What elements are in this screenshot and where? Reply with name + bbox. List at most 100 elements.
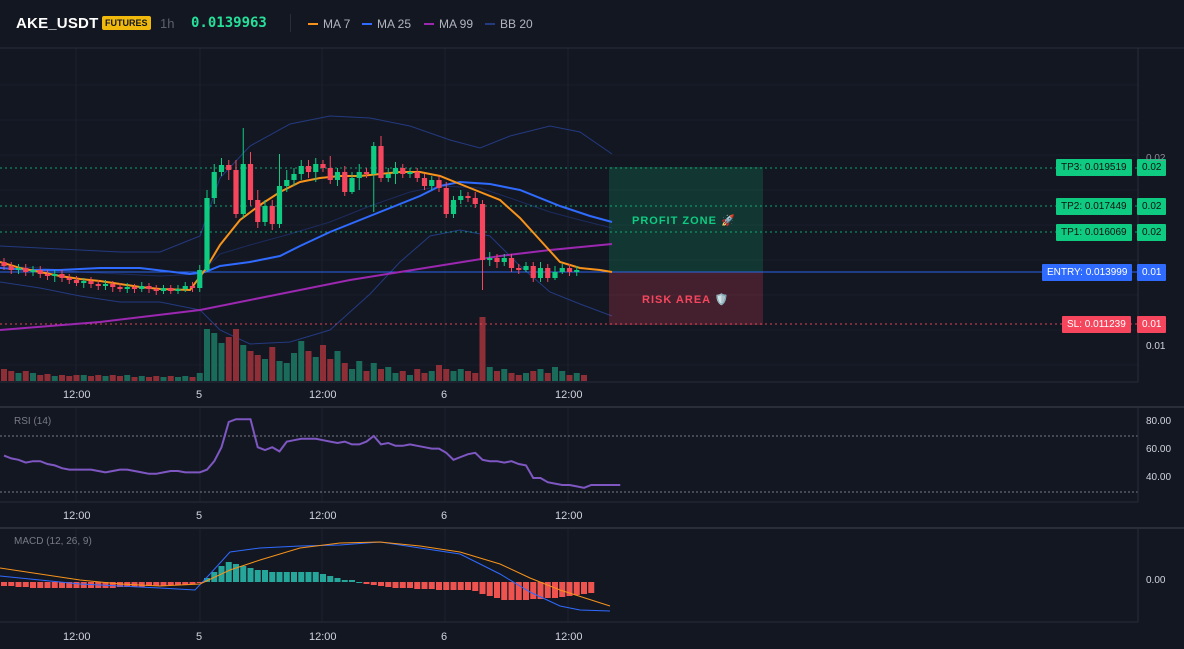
time-tick-2: 5 (196, 389, 203, 401)
macd-histogram-bar (254, 570, 261, 582)
volume-bar (334, 351, 341, 381)
volume-bar (247, 351, 254, 381)
rsi-time-tick-3: 12:00 (309, 510, 337, 522)
legend-ma7[interactable]: MA 7 (308, 17, 350, 31)
candle-body (479, 204, 486, 260)
volume-bar (341, 363, 348, 381)
rsi-time-tick-2: 5 (196, 510, 203, 522)
candle-body (472, 198, 478, 204)
macd-histogram-bar (109, 582, 116, 588)
macd-histogram-bar (269, 572, 276, 582)
candle-body (320, 164, 326, 168)
volume-bar (15, 373, 22, 381)
candle-body (508, 258, 515, 268)
volume-bar (363, 371, 370, 381)
macd-histogram-bar (508, 582, 515, 600)
grid-lines (0, 48, 1138, 622)
candle-body (146, 286, 152, 289)
candle-body (247, 164, 254, 200)
macd-histogram-bar (537, 582, 544, 599)
bb-upper-band (0, 115, 613, 253)
macd-histogram-bar (472, 582, 479, 591)
volume-bar (88, 376, 94, 381)
candle-body (189, 286, 196, 288)
macd-histogram-bar (225, 562, 232, 582)
candle-body (436, 180, 442, 188)
entry-tag[interactable]: ENTRY: 0.013999 (1042, 264, 1133, 281)
rsi-title: RSI (14) (14, 416, 52, 427)
macd-histogram-bar (305, 572, 312, 582)
volume-bar (225, 337, 232, 381)
volume-bar (428, 371, 435, 381)
candle-body (73, 280, 80, 283)
candle-body (559, 268, 565, 272)
macd-histogram-bar (160, 582, 167, 586)
bb20-swatch (485, 23, 495, 25)
volume-bar (160, 377, 167, 381)
candle-body (240, 164, 246, 214)
macd-histogram-bar (37, 582, 44, 588)
macd-histogram-bar (385, 582, 392, 587)
macd-histogram-bar (80, 582, 87, 588)
volume-bar (407, 375, 413, 381)
candle-body (523, 266, 529, 270)
rsi-tick-40: 40.00 (1146, 472, 1172, 483)
candle-body (30, 270, 36, 272)
tp2-tag[interactable]: TP2: 0.017449 (1056, 198, 1132, 215)
candle-body (117, 287, 123, 289)
candle-body (349, 178, 355, 192)
macd-histogram-bar (8, 582, 15, 586)
entry-axis-tag: 0.01 (1137, 264, 1167, 281)
candle-body (52, 274, 58, 276)
rsi-tick-60: 60.00 (1146, 444, 1172, 455)
volume-bar (356, 361, 363, 381)
symbol-title[interactable]: AKE_USDT (16, 15, 99, 32)
candle-body (378, 146, 384, 178)
macd-histogram-bar (378, 582, 384, 586)
candle-body (545, 268, 551, 278)
legend-ma99[interactable]: MA 99 (424, 17, 473, 31)
macd-histogram-bar (573, 582, 580, 595)
macd-time-tick-3: 12:00 (309, 631, 337, 643)
candle-body (204, 198, 210, 270)
volume-bar (465, 371, 471, 381)
macd-histogram-bar (501, 582, 508, 600)
bb-lower-band (0, 229, 613, 345)
legend-bb20[interactable]: BB 20 (485, 17, 533, 31)
candle-body (197, 270, 203, 288)
candle-body (487, 258, 493, 260)
last-price: 0.0139963 (191, 15, 267, 31)
entry-axis-value: 0.01 (1142, 267, 1162, 278)
volume-bar (501, 369, 508, 381)
candle-body (552, 272, 558, 278)
volume-bar (399, 371, 406, 381)
volume-bar (153, 376, 160, 381)
sl-tag[interactable]: SL: 0.011239 (1062, 316, 1131, 333)
volume-bar (95, 375, 102, 381)
tp1-tag[interactable]: TP1: 0.016069 (1056, 224, 1132, 241)
volume-bar (291, 353, 297, 381)
pane-dividers[interactable] (0, 47, 1184, 623)
legend-ma25[interactable]: MA 25 (362, 17, 411, 31)
profit-zone-label: PROFIT ZONE 🚀 (632, 215, 736, 227)
candle-body (269, 206, 275, 224)
macd-histogram-bar (196, 582, 203, 583)
candle-body (175, 289, 181, 291)
candle-body (255, 200, 261, 222)
candle-body (233, 170, 239, 214)
tp3-tag[interactable]: TP3: 0.019519 (1056, 159, 1132, 176)
macd-histogram-bar (327, 576, 334, 582)
macd-histogram-bar (450, 582, 457, 590)
macd-histogram-bar (414, 582, 421, 589)
rsi-time-tick-1: 12:00 (63, 510, 91, 522)
macd-histogram-bar (436, 582, 442, 590)
risk-zone-label: RISK AREA 🛡️ (642, 294, 730, 306)
macd-tick-0: 0.00 (1146, 575, 1166, 586)
macd-histogram-bar (443, 582, 450, 590)
interval-selector[interactable]: 1h (160, 16, 175, 31)
volume-bar (269, 347, 276, 381)
macd-histogram-bar (552, 582, 558, 598)
ma25-line (0, 180, 613, 276)
candle-body (566, 268, 573, 272)
